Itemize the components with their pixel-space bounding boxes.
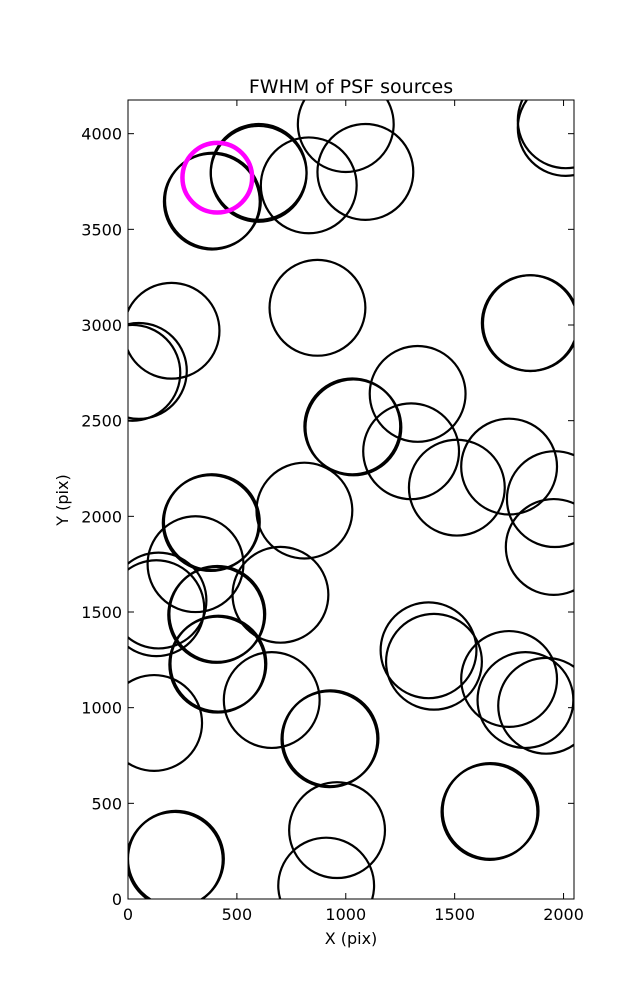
psf-source-circle — [255, 461, 354, 560]
psf-source-circle — [128, 551, 208, 650]
y-tick-label: 2500 — [81, 412, 122, 431]
x-tick-label: 1000 — [325, 905, 366, 924]
psf-source-circle — [128, 673, 204, 772]
psf-source-circle — [516, 100, 574, 170]
psf-source-circle — [259, 136, 358, 235]
chart-title: FWHM of PSF sources — [249, 76, 453, 98]
psf-source-circle — [128, 321, 188, 420]
psf-source-circle — [128, 559, 206, 658]
psf-source-circle — [168, 615, 267, 714]
psf-source-circle — [368, 344, 467, 443]
psf-source-circle — [407, 438, 506, 537]
psf-source-circle — [277, 836, 376, 899]
x-tick-label: 500 — [222, 905, 253, 924]
psf-source-circle — [460, 629, 559, 728]
psf-source-circle — [128, 281, 221, 380]
psf-source-circle — [128, 323, 182, 422]
psf-source-circle — [146, 515, 245, 614]
psf-source-circle — [167, 565, 266, 664]
psf-source-circle — [384, 612, 483, 711]
y-tick-label: 3500 — [81, 220, 122, 239]
psf-source-circle — [268, 258, 367, 357]
psf-source-circle — [516, 100, 574, 177]
y-tick-label: 3000 — [81, 316, 122, 335]
psf-source-circle — [480, 274, 574, 373]
y-tick-label: 4000 — [81, 125, 122, 144]
psf-source-circle — [280, 690, 379, 789]
axis-ticks: 0 500 1000 1500 2000 0 500 1000 1500 2000 2500 3000… — [81, 100, 584, 924]
psf-source-circle — [379, 601, 478, 700]
x-tick-label: 2000 — [543, 905, 584, 924]
psf-source-circle — [362, 402, 461, 501]
psf-source-circle — [504, 497, 574, 596]
y-tick-label: 1000 — [81, 699, 122, 718]
psf-source-circle — [222, 651, 321, 750]
y-tick-label: 0 — [112, 890, 122, 909]
psf-source-circle — [161, 474, 260, 573]
psf-source-circle — [505, 450, 574, 549]
psf-source-circle — [316, 122, 415, 221]
y-tick-label: 1500 — [81, 603, 122, 622]
y-tick-label: 500 — [91, 794, 122, 813]
psf-source-circle — [128, 810, 224, 899]
highlighted-source-circle — [180, 140, 255, 215]
psf-source-circle — [209, 124, 308, 223]
plot-area — [128, 100, 574, 899]
y-axis-label: Y (pix) — [53, 474, 72, 526]
plot-frame — [127, 99, 575, 900]
psf-source-circle — [296, 100, 395, 174]
psf-source-circle — [497, 656, 574, 755]
y-tick-label: 2000 — [81, 507, 122, 526]
x-tick-label: 0 — [123, 905, 133, 924]
psf-source-circle — [476, 651, 574, 750]
x-tick-label: 1500 — [434, 905, 475, 924]
psf-source-circle — [440, 762, 539, 861]
x-axis-label: X (pix) — [325, 929, 378, 948]
psf-source-circle — [162, 152, 261, 251]
psf-source-circle — [231, 545, 330, 644]
psf-source-circle — [304, 378, 403, 477]
psf-source-circle — [288, 781, 387, 880]
